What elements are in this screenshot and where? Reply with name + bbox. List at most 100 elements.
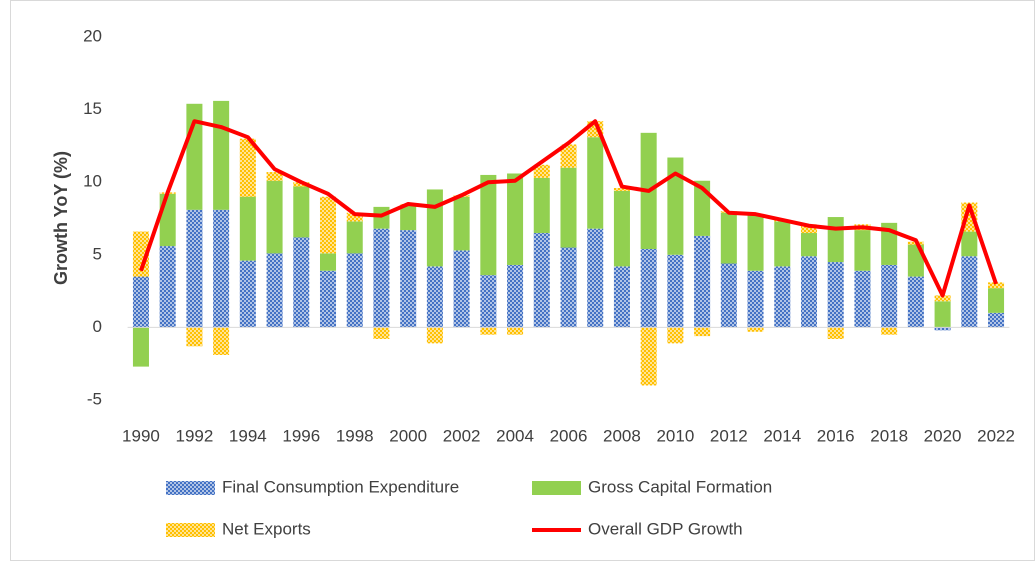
bar [854, 230, 871, 271]
bar [533, 177, 550, 234]
bar [507, 327, 524, 335]
bar [934, 327, 951, 331]
bar [934, 301, 951, 328]
bar [186, 209, 203, 328]
x-tick-label: 1990 [122, 426, 160, 445]
bar [774, 266, 791, 328]
legend-swatch [166, 523, 215, 537]
bar [587, 228, 604, 328]
bar [400, 230, 417, 328]
bar [346, 212, 363, 222]
bar [747, 327, 764, 332]
bar [961, 231, 978, 257]
bar [694, 180, 711, 236]
bar [934, 295, 951, 302]
bar [293, 237, 310, 328]
bar [533, 164, 550, 178]
bar [426, 266, 443, 328]
bar [800, 224, 818, 234]
bar [132, 276, 149, 328]
bar [426, 327, 443, 344]
x-tick-label: 2004 [496, 426, 534, 445]
y-tick-label: 5 [93, 244, 102, 263]
bar [988, 312, 1005, 328]
bar [507, 264, 524, 328]
bar [266, 180, 283, 254]
bar [720, 263, 737, 328]
bar [319, 253, 337, 271]
bar [426, 189, 443, 267]
bar [373, 206, 390, 229]
y-axis-label: Growth YoY (%) [51, 151, 71, 285]
legend-swatch [532, 481, 581, 495]
bar [694, 235, 711, 328]
y-tick-label: -5 [87, 389, 102, 408]
bar [533, 233, 550, 328]
bar [774, 221, 791, 267]
bar [640, 327, 657, 386]
x-tick-label: 2000 [389, 426, 427, 445]
bar [720, 212, 737, 264]
bar [827, 217, 844, 263]
x-tick-label: 2010 [656, 426, 694, 445]
bar [881, 327, 898, 335]
bar [159, 246, 176, 328]
bar [132, 231, 149, 277]
bar [694, 327, 711, 337]
legend-label: Overall GDP Growth [588, 519, 743, 538]
bar [560, 167, 577, 248]
bar [319, 270, 337, 328]
bar [640, 248, 657, 328]
legend-label: Net Exports [222, 519, 311, 538]
bar [507, 173, 524, 265]
y-tick-label: 20 [83, 26, 102, 45]
x-tick-label: 2002 [443, 426, 481, 445]
bar [667, 327, 684, 344]
line [139, 119, 998, 298]
x-tick-label: 1994 [229, 426, 267, 445]
bar [613, 190, 630, 267]
bar [800, 233, 818, 257]
bar [587, 137, 604, 229]
y-tick-label: 0 [93, 317, 102, 336]
bar [480, 174, 497, 276]
bar [988, 288, 1005, 313]
bar [480, 275, 497, 328]
x-tick-label: 2016 [817, 426, 855, 445]
y-tick-label: 15 [83, 99, 102, 118]
legend-label: Gross Capital Formation [588, 477, 772, 496]
bar [453, 250, 470, 328]
bar [293, 186, 310, 238]
legend-swatch [166, 481, 215, 495]
bar [827, 262, 844, 328]
bar [213, 209, 230, 328]
bar [239, 196, 256, 261]
bar [560, 144, 577, 168]
bar [400, 205, 417, 231]
bar [747, 214, 764, 271]
bar [667, 157, 684, 255]
bar [239, 138, 256, 197]
bar [159, 193, 176, 247]
bar [266, 253, 283, 328]
legend-label: Final Consumption Expenditure [222, 477, 459, 496]
bar [373, 327, 390, 340]
bar [346, 221, 363, 254]
bar [213, 327, 230, 355]
bar [827, 327, 844, 340]
x-tick-label: 2006 [550, 426, 588, 445]
bar [800, 256, 818, 328]
bar [747, 270, 764, 328]
bar [988, 282, 1005, 289]
x-tick-label: 2012 [710, 426, 748, 445]
bar [319, 196, 337, 254]
x-tick-label: 2008 [603, 426, 641, 445]
bar [266, 172, 283, 181]
bar [613, 266, 630, 328]
x-tick-label: 1998 [336, 426, 374, 445]
bar [907, 276, 924, 328]
y-tick-label: 10 [83, 172, 102, 191]
x-tick-label: 1996 [282, 426, 320, 445]
x-tick-label: 2020 [924, 426, 962, 445]
